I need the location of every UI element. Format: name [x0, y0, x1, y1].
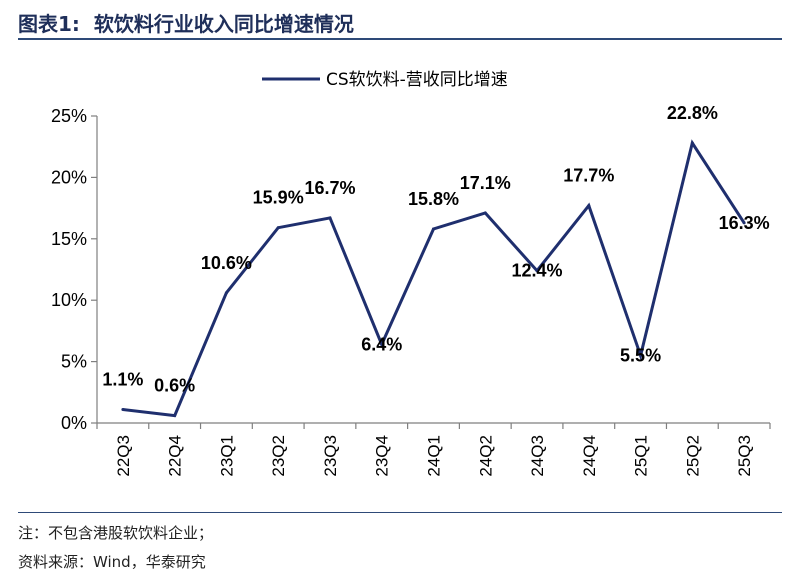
- data-point: [173, 414, 177, 418]
- y-tick-label: 0%: [61, 413, 87, 433]
- data-point: [483, 211, 487, 215]
- x-tick-label: 22Q3: [114, 435, 133, 477]
- x-tick-label: 25Q1: [632, 435, 651, 477]
- data-point: [276, 226, 280, 230]
- x-tick-label: 24Q4: [580, 435, 599, 477]
- y-tick-label: 5%: [61, 352, 87, 372]
- data-label: 15.9%: [253, 188, 304, 208]
- chart-source: 资料来源：Wind，华泰研究: [18, 553, 206, 571]
- y-tick-label: 15%: [51, 229, 87, 249]
- x-tick-label: 25Q3: [735, 435, 754, 477]
- footer-divider: [18, 512, 782, 513]
- x-tick-label: 23Q3: [321, 435, 340, 477]
- data-label: 16.7%: [304, 178, 355, 198]
- x-tick-label: 23Q2: [269, 435, 288, 477]
- data-point: [432, 227, 435, 231]
- data-label: 15.8%: [408, 189, 459, 209]
- data-label: 16.3%: [719, 213, 770, 233]
- y-tick-label: 10%: [51, 290, 87, 310]
- data-point: [328, 216, 332, 220]
- series-layer: 1.1% 0.6% 10.6% 15.9% 16.7% 6.4% 15.8%17.1% 12.…: [102, 103, 770, 418]
- data-point: [224, 291, 228, 295]
- data-point: [121, 407, 125, 411]
- data-label: 17.7%: [563, 166, 614, 186]
- data-label: 10.6%: [201, 253, 252, 273]
- data-label: 17.1%: [460, 173, 511, 193]
- chart-legend: CS软饮料-营收同比增速: [262, 70, 508, 90]
- data-point: [380, 342, 384, 346]
- data-label: 12.4%: [512, 261, 563, 281]
- figure-title: 图表1: 软饮料行业收入同比增速情况: [18, 8, 354, 37]
- data-point: [690, 141, 694, 145]
- x-tick-label: 24Q2: [476, 435, 495, 477]
- x-tick-label: 22Q4: [166, 435, 185, 477]
- series-line: [122, 139, 746, 418]
- line-chart: CS软饮料-营收同比增速 0% 5% 10% 15% 20% 25% 22Q3 22Q4 23Q…: [51, 70, 771, 477]
- x-tick-label: 25Q2: [683, 435, 702, 477]
- x-tick-label: 23Q4: [373, 435, 392, 477]
- chart-axes: 0% 5% 10% 15% 20% 25% 22Q3 22Q4 23Q1 23Q2 23Q3 23Q4…: [51, 106, 771, 477]
- data-label: 0.6%: [154, 376, 195, 396]
- y-tick-label: 25%: [51, 106, 87, 126]
- legend-label: CS软饮料-营收同比增速: [326, 70, 508, 90]
- data-point: [742, 221, 746, 225]
- x-tick-label: 24Q1: [425, 435, 444, 477]
- data-label: 22.8%: [667, 103, 718, 123]
- title-divider: [18, 38, 782, 40]
- figure-title-text: 软饮料行业收入同比增速情况: [93, 12, 354, 36]
- x-tick-label: 24Q3: [528, 435, 547, 477]
- data-label: 1.1%: [102, 369, 143, 389]
- data-label: 5.5%: [620, 345, 661, 365]
- data-point: [587, 204, 591, 208]
- y-tick-label: 20%: [51, 167, 87, 187]
- x-tick-label: 23Q1: [217, 435, 236, 477]
- data-point: [639, 353, 643, 357]
- chart-note: 注：不包含港股软饮料企业；: [18, 524, 214, 542]
- figure-number: 图表1:: [18, 12, 80, 36]
- data-point: [535, 269, 539, 273]
- data-label: 6.4%: [361, 334, 402, 354]
